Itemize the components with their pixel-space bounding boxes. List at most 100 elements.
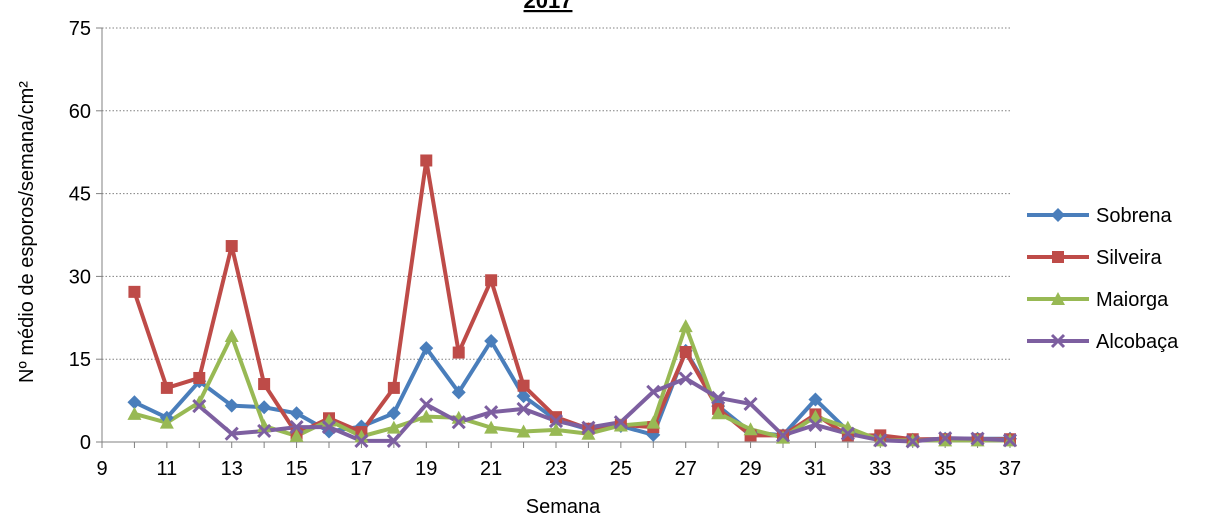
data-point-silveira (387, 381, 400, 394)
x-tick-label: 23 (545, 458, 567, 480)
data-point-alcobaca (775, 428, 791, 443)
x-tick-label: 9 (96, 458, 107, 480)
series-line-alcobaca (197, 376, 1011, 444)
data-point-alcobaca (743, 396, 758, 411)
data-point-silveira (420, 154, 433, 167)
legend-item-silveira: Silveira (1027, 247, 1162, 269)
data-point-alcobaca (484, 405, 499, 420)
data-point-sobrena (289, 406, 304, 421)
data-point-alcobaca (613, 415, 628, 430)
data-point-alcobaca (419, 397, 434, 412)
data-point-silveira (225, 240, 238, 253)
legend-marker (1051, 208, 1065, 222)
y-tick-label: 45 (69, 184, 91, 206)
data-point-alcobaca (840, 426, 855, 441)
data-point-silveira (258, 378, 271, 391)
data-point-maiorga (613, 418, 628, 432)
data-point-maiorga (516, 424, 531, 438)
data-point-maiorga (127, 406, 142, 420)
data-point-alcobaca (516, 401, 531, 416)
data-point-sobrena (484, 333, 499, 348)
chart-title: 2017 (524, 0, 573, 13)
data-point-silveira (679, 346, 692, 359)
series-markers-silveira (128, 154, 1016, 446)
data-point-alcobaca (581, 420, 596, 435)
data-point-alcobaca (386, 433, 401, 448)
data-point-maiorga (159, 415, 174, 429)
gridlines (102, 27, 1010, 360)
data-point-alcobaca (321, 420, 337, 435)
data-point-maiorga (711, 406, 726, 420)
x-tick-label: 35 (934, 458, 956, 480)
data-point-alcobaca (873, 433, 888, 448)
series-lines (132, 158, 1011, 444)
data-point-sobrena (419, 341, 434, 356)
data-point-maiorga (484, 420, 499, 434)
data-point-maiorga (289, 428, 304, 442)
legend-label: Sobrena (1096, 205, 1172, 227)
x-tick-label: 25 (610, 458, 632, 480)
data-point-alcobaca (711, 390, 726, 405)
data-point-silveira (452, 346, 465, 359)
data-point-alcobaca (646, 384, 661, 399)
data-point-maiorga (224, 329, 239, 343)
x-tick-label: 27 (675, 458, 697, 480)
legend: Sobrena Silveira Maiorga Alcobaça (1027, 205, 1179, 353)
x-axis-title: Semana (526, 496, 601, 518)
series-markers (127, 154, 1018, 449)
data-point-maiorga (386, 420, 401, 434)
data-point-alcobaca (1002, 433, 1018, 448)
legend-marker (1050, 333, 1066, 349)
axes: 0 15 30 45 60 75 9 11 13 15 17 19 21 23 25 27 29 31 33 35 37 (69, 18, 1021, 480)
data-point-silveira (193, 371, 206, 384)
data-point-maiorga (581, 426, 596, 440)
y-tick-label: 60 (69, 101, 91, 123)
data-point-sobrena (451, 385, 466, 400)
data-point-alcobaca (289, 420, 304, 435)
data-point-alcobaca (354, 433, 369, 448)
data-point-sobrena (386, 406, 401, 421)
y-axis-title: Nº médio de esporos/semana/cm² (16, 81, 38, 383)
x-tick-label: 13 (221, 458, 243, 480)
data-point-sobrena (516, 389, 531, 404)
x-tick-label: 17 (350, 458, 372, 480)
data-point-sobrena (257, 400, 272, 415)
data-point-alcobaca (257, 423, 272, 439)
y-tick-label: 75 (69, 18, 91, 40)
y-tick-label: 30 (69, 266, 91, 288)
series-markers-alcobaca (192, 371, 1018, 449)
data-point-silveira (550, 411, 562, 424)
data-point-maiorga (678, 319, 693, 333)
x-tick-label: 19 (415, 458, 437, 480)
data-point-alcobaca (808, 417, 823, 432)
data-point-maiorga (419, 409, 434, 423)
data-point-silveira (128, 285, 141, 298)
data-point-sobrena (224, 398, 239, 413)
data-point-alcobaca (970, 431, 985, 446)
x-tick-label: 21 (480, 458, 502, 480)
data-point-maiorga (743, 422, 758, 436)
series-line-silveira (132, 158, 1010, 442)
data-point-silveira (517, 379, 530, 392)
legend-item-alcobaca: Alcobaça (1027, 331, 1179, 353)
data-point-alcobaca (192, 399, 207, 414)
x-tick-label: 15 (285, 458, 307, 480)
legend-label: Silveira (1096, 247, 1162, 269)
data-point-alcobaca (678, 371, 693, 386)
x-tick-label: 29 (739, 458, 761, 480)
data-point-alcobaca (938, 431, 953, 446)
data-point-sobrena (808, 392, 823, 407)
x-tick-label: 37 (999, 458, 1021, 480)
data-point-silveira (485, 274, 498, 287)
data-point-silveira (160, 381, 173, 394)
data-point-alcobaca (905, 434, 920, 449)
data-point-maiorga (192, 395, 207, 409)
data-point-alcobaca (451, 415, 466, 430)
data-point-sobrena (127, 395, 142, 410)
data-point-sobrena (322, 424, 336, 439)
legend-label: Maiorga (1096, 289, 1169, 311)
legend-item-maiorga: Maiorga (1027, 289, 1169, 311)
data-point-alcobaca (548, 413, 564, 429)
y-tick-label: 0 (80, 432, 91, 454)
